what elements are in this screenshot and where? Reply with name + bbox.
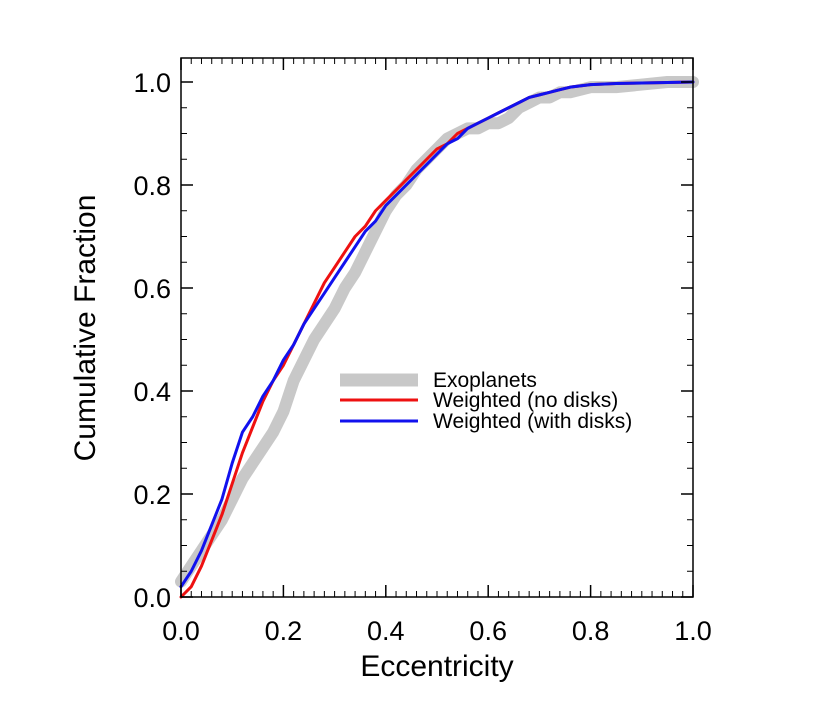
y-tick-label: 0.0: [133, 583, 171, 613]
plot-frame: [180, 57, 694, 598]
series-layer: [175, 76, 699, 599]
x-tick-label: 0.2: [265, 616, 303, 646]
y-tick-label: 0.4: [133, 377, 171, 407]
legend-label-weighted-no-disks: Weighted (no disks): [433, 389, 618, 412]
series-line-weighted-no-disks: [179, 80, 695, 599]
y-axis-title: Cumulative Fraction: [69, 195, 102, 462]
x-tick-label: 0.8: [572, 616, 610, 646]
y-tick-label: 0.8: [133, 171, 171, 201]
axes-layer: [180, 57, 694, 598]
y-tick-label: 0.6: [133, 274, 171, 304]
series-line-exoplanets: [175, 76, 699, 588]
legend: Exoplanets Weighted (no disks) Weighted …: [340, 369, 632, 433]
x-tick-label: 1.0: [674, 616, 712, 646]
y-tick-label: 0.2: [133, 480, 171, 510]
x-tick-label: 0.6: [469, 616, 507, 646]
tick-label-layer: 0.0 0.2 0.4 0.6 0.8 1.0 0.0 0.2 0.4 0.6 0.8 1.0: [133, 68, 711, 646]
x-tick-label: 0.0: [162, 616, 200, 646]
series-line-weighted-with-disks: [179, 80, 695, 589]
legend-label-exoplanets: Exoplanets: [433, 369, 537, 392]
legend-label-weighted-with-disks: Weighted (with disks): [433, 410, 632, 433]
x-tick-label: 0.4: [367, 616, 405, 646]
x-axis-title: Eccentricity: [360, 650, 513, 683]
y-tick-label: 1.0: [133, 68, 171, 98]
